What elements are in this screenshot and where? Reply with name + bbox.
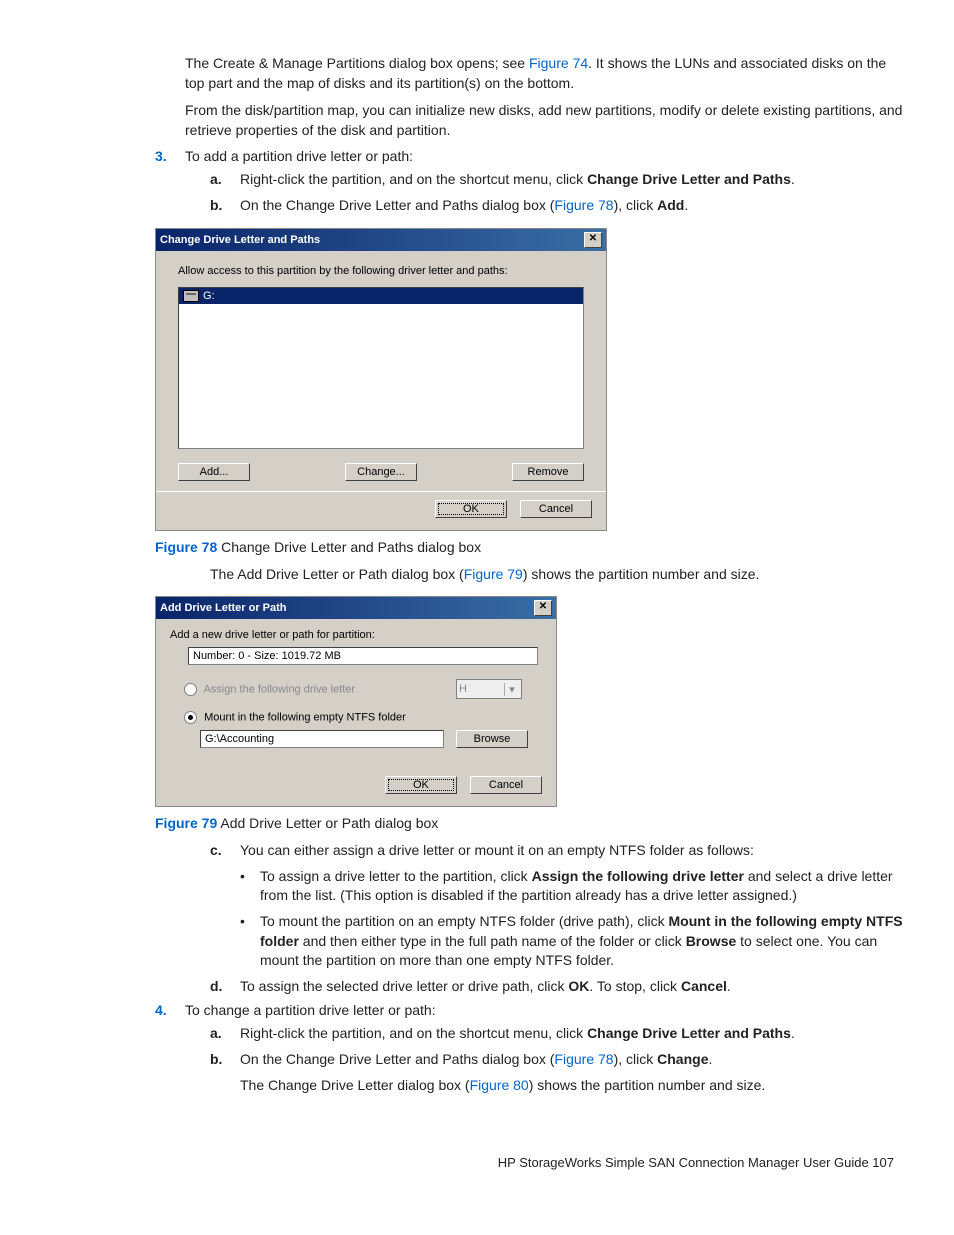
text: To mount the partition on an empty NTFS … [260, 913, 669, 929]
step-number: 4. [155, 1002, 167, 1018]
dialog-instruction: Allow access to this partition by the fo… [178, 265, 584, 277]
dialog-titlebar: Add Drive Letter or Path ✕ [156, 597, 556, 619]
dialog-title: Change Drive Letter and Paths [160, 234, 320, 246]
text: . [791, 171, 795, 187]
figure-78-caption: Figure 78 Change Drive Letter and Paths … [155, 539, 914, 555]
step-3c-bullet-1: To assign a drive letter to the partitio… [240, 867, 914, 906]
step-4: 4. To change a partition drive letter or… [155, 1002, 914, 1018]
change-button[interactable]: Change... [345, 463, 417, 481]
close-icon[interactable]: ✕ [584, 232, 602, 248]
button-name: Cancel [681, 978, 727, 994]
text: ), click [614, 197, 658, 213]
assign-letter-label: Assign the following drive letter [203, 683, 355, 695]
step-text: To change a partition drive letter or pa… [185, 1002, 436, 1018]
text: The Create & Manage Partitions dialog bo… [185, 55, 529, 71]
menu-name: Change Drive Letter and Paths [587, 1025, 791, 1041]
mount-folder-radio[interactable] [184, 711, 197, 724]
step-3d: d. To assign the selected drive letter o… [210, 977, 914, 997]
substep-letter: b. [210, 196, 222, 216]
button-name: Change [657, 1051, 708, 1067]
step-3a: a. Right-click the partition, and on the… [210, 170, 914, 190]
substep-letter: a. [210, 170, 222, 190]
text: . [791, 1025, 795, 1041]
mount-folder-label: Mount in the following empty NTFS folder [204, 712, 406, 724]
step-number: 3. [155, 148, 167, 164]
page-footer: HP StorageWorks Simple SAN Connection Ma… [40, 1155, 914, 1170]
ok-button[interactable]: OK [435, 500, 507, 518]
figure-79-link[interactable]: Figure 79 [464, 566, 523, 582]
text: The Add Drive Letter or Path dialog box … [210, 566, 464, 582]
figure-79-caption: Figure 79 Add Drive Letter or Path dialo… [155, 815, 914, 831]
step-3b: b. On the Change Drive Letter and Paths … [210, 196, 914, 216]
intro-paragraph-1: The Create & Manage Partitions dialog bo… [185, 54, 904, 140]
figure-74-link[interactable]: Figure 74 [529, 55, 588, 71]
text: You can either assign a drive letter or … [240, 842, 754, 858]
chevron-down-icon: ▾ [504, 683, 519, 696]
remove-button[interactable]: Remove [512, 463, 584, 481]
mount-path-field[interactable]: G:\Accounting [200, 730, 444, 748]
text: Right-click the partition, and on the sh… [240, 1025, 587, 1041]
dialog-title: Add Drive Letter or Path [160, 602, 287, 614]
figure-number: Figure 78 [155, 539, 217, 555]
step-4b: b. On the Change Drive Letter and Paths … [210, 1050, 914, 1070]
dialog-instruction: Add a new drive letter or path for parti… [170, 629, 542, 641]
text: and then either type in the full path na… [299, 933, 686, 949]
assign-letter-radio[interactable] [184, 683, 197, 696]
text: On the Change Drive Letter and Paths dia… [240, 1051, 554, 1067]
selected-drive-row[interactable]: G: [179, 288, 583, 304]
intro-paragraph-2: From the disk/partition map, you can ini… [185, 101, 904, 140]
text: . [727, 978, 731, 994]
add-button[interactable]: Add... [178, 463, 250, 481]
cancel-button[interactable]: Cancel [470, 776, 542, 794]
browse-button[interactable]: Browse [456, 730, 528, 748]
figure-text: Change Drive Letter and Paths dialog box [217, 539, 481, 555]
button-name: Browse [686, 933, 737, 949]
button-name: Add [657, 197, 684, 213]
dialog-titlebar: Change Drive Letter and Paths ✕ [156, 229, 606, 251]
substep-letter: a. [210, 1024, 222, 1044]
text: Right-click the partition, and on the sh… [240, 171, 587, 187]
drive-label: G: [203, 290, 215, 302]
step-3c-bullet-2: To mount the partition on an empty NTFS … [240, 912, 914, 971]
figure-text: Add Drive Letter or Path dialog box [217, 815, 438, 831]
substep-letter: d. [210, 977, 222, 997]
text: ) shows the partition number and size. [523, 566, 760, 582]
add-drive-letter-dialog: Add Drive Letter or Path ✕ Add a new dri… [155, 596, 557, 807]
drive-icon [183, 290, 199, 302]
step-3c: c. You can either assign a drive letter … [210, 841, 914, 861]
option-name: Assign the following drive letter [532, 868, 744, 884]
text: ), click [614, 1051, 658, 1067]
text: To assign a drive letter to the partitio… [260, 868, 532, 884]
change-drive-letter-dialog: Change Drive Letter and Paths ✕ Allow ac… [155, 228, 607, 531]
button-name: OK [568, 978, 589, 994]
figure-80-link[interactable]: Figure 80 [470, 1077, 529, 1093]
substep-letter: b. [210, 1050, 222, 1070]
ok-button[interactable]: OK [385, 776, 457, 794]
step-4a: a. Right-click the partition, and on the… [210, 1024, 914, 1044]
cancel-button[interactable]: Cancel [520, 500, 592, 518]
partition-info-field: Number: 0 - Size: 1019.72 MB [188, 647, 538, 665]
step-text: To add a partition drive letter or path: [185, 148, 413, 164]
figure-78-link[interactable]: Figure 78 [554, 1051, 613, 1067]
step-3: 3. To add a partition drive letter or pa… [155, 148, 914, 164]
text: ) shows the partition number and size. [529, 1077, 766, 1093]
substep-letter: c. [210, 841, 222, 861]
drive-letter-combo[interactable]: H ▾ [456, 679, 522, 699]
mid-paragraph: The Add Drive Letter or Path dialog box … [210, 565, 914, 585]
menu-name: Change Drive Letter and Paths [587, 171, 791, 187]
figure-78-link[interactable]: Figure 78 [554, 197, 613, 213]
step-4-after: The Change Drive Letter dialog box (Figu… [210, 1076, 914, 1096]
figure-number: Figure 79 [155, 815, 217, 831]
text: On the Change Drive Letter and Paths dia… [240, 197, 554, 213]
text: . [684, 197, 688, 213]
text: The Change Drive Letter dialog box ( [240, 1077, 470, 1093]
combo-value: H [459, 683, 467, 695]
close-icon[interactable]: ✕ [534, 600, 552, 616]
text: To assign the selected drive letter or d… [240, 978, 568, 994]
text: . To stop, click [589, 978, 681, 994]
drive-listbox[interactable]: G: [178, 287, 584, 449]
text: . [708, 1051, 712, 1067]
